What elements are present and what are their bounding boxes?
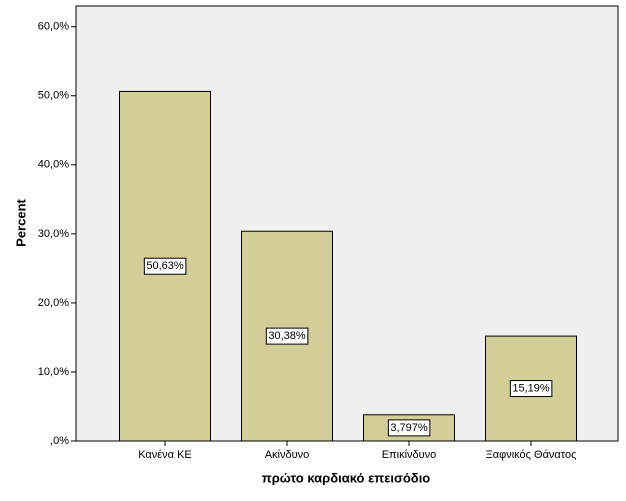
data-label-box — [143, 257, 187, 275]
y-axis-title: Percent — [13, 198, 28, 246]
data-label: 3,797% — [390, 422, 428, 434]
x-tick-label: Ξαφνικός Θάνατος — [486, 449, 577, 461]
y-tick-label: 30,0% — [38, 228, 69, 240]
data-label-box — [387, 419, 431, 437]
data-label: 50,63% — [146, 260, 184, 272]
y-tick-label: 60,0% — [38, 21, 69, 33]
x-axis-title: πρώτο καρδιακό επεισόδιο — [262, 470, 431, 485]
data-label: 15,19% — [512, 382, 550, 394]
data-label: 30,38% — [268, 330, 306, 342]
y-tick-label: 40,0% — [38, 159, 69, 171]
data-label-box — [265, 327, 309, 345]
y-tick-label: 20,0% — [38, 297, 69, 309]
x-tick-label: Ακίνδυνο — [265, 449, 310, 461]
y-tick-label: 50,0% — [38, 90, 69, 102]
y-tick-label: 10,0% — [38, 366, 69, 378]
x-tick-label: Επικίνδυνο — [382, 449, 437, 461]
x-tick-label: Κανένα ΚΕ — [138, 449, 192, 461]
bar — [241, 230, 333, 442]
data-label-box — [509, 380, 553, 398]
y-tick-label: ,0% — [50, 435, 69, 447]
